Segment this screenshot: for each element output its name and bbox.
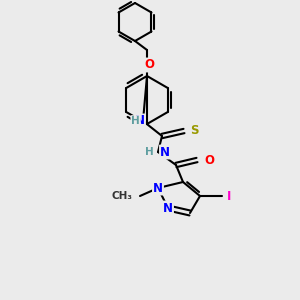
Text: O: O bbox=[144, 58, 154, 71]
Text: I: I bbox=[227, 190, 231, 202]
Text: S: S bbox=[190, 124, 199, 137]
Text: N: N bbox=[163, 202, 173, 214]
Text: H: H bbox=[145, 147, 154, 157]
Text: H: H bbox=[131, 116, 140, 126]
Text: CH₃: CH₃ bbox=[111, 191, 132, 201]
Text: N: N bbox=[153, 182, 163, 194]
Text: N: N bbox=[135, 115, 145, 128]
Text: N: N bbox=[160, 146, 170, 158]
Text: O: O bbox=[204, 154, 214, 166]
